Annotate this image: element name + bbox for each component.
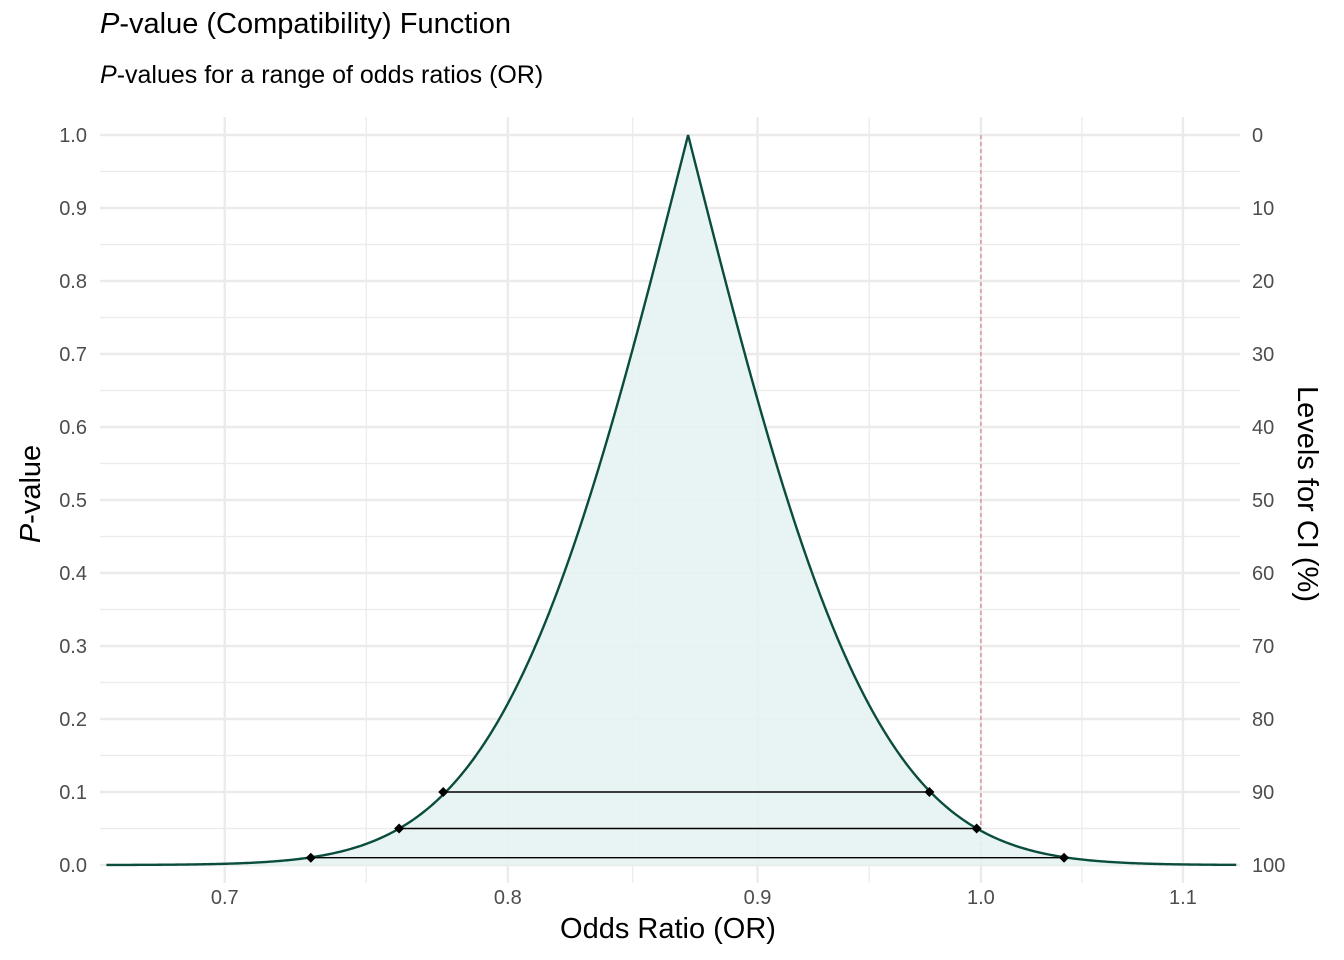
y-tick-label: 0.9: [59, 198, 87, 220]
y2-tick-label: 60: [1252, 563, 1274, 585]
ci-90-upper-point: [924, 787, 935, 797]
y-axis-label: P-value: [15, 445, 47, 543]
y2-tick-label: 90: [1252, 782, 1274, 804]
y2-tick-label: 80: [1252, 709, 1274, 731]
y2-tick-label: 70: [1252, 636, 1274, 658]
chart-title: P-value (Compatibility) Function: [100, 8, 511, 40]
y-tick-label: 0.0: [59, 855, 87, 877]
y2-tick-label: 0: [1252, 125, 1263, 147]
y-tick-label: 0.3: [59, 636, 87, 658]
y2-tick-label: 20: [1252, 271, 1274, 293]
y2-axis-label: Levels for CI (%): [1291, 386, 1323, 602]
y-tick-label: 0.5: [59, 490, 87, 512]
y2-tick-label: 40: [1252, 417, 1274, 439]
y-tick-label: 0.2: [59, 709, 87, 731]
x-tick-label: 1.1: [1169, 887, 1197, 909]
curve-area: [106, 135, 1237, 865]
ci-95-lower-point: [394, 823, 405, 834]
y-tick-label: 0.1: [59, 782, 87, 804]
ci-99-lower-point: [305, 852, 316, 863]
ci-90-lower-point: [438, 787, 449, 797]
y2-tick-label: 10: [1252, 198, 1274, 220]
x-tick-label: 0.7: [211, 887, 239, 909]
x-axis-label: Odds Ratio (OR): [560, 913, 776, 945]
ci-99-upper-point: [1059, 852, 1070, 863]
y-tick-label: 0.4: [59, 563, 87, 585]
curve-group: [106, 134, 1237, 867]
y2-tick-label: 50: [1252, 490, 1274, 512]
pvalue-curve: [106, 134, 1237, 867]
y-tick-label: 0.7: [59, 344, 87, 366]
y-tick-label: 0.6: [59, 417, 87, 439]
y2-tick-label: 30: [1252, 344, 1274, 366]
x-tick-label: 1.0: [967, 887, 995, 909]
x-tick-label: 0.8: [494, 887, 522, 909]
y2-tick-label: 100: [1252, 855, 1285, 877]
confidence-intervals: [305, 787, 1070, 863]
y-tick-label: 0.8: [59, 271, 87, 293]
x-tick-label: 0.9: [744, 887, 772, 909]
ci-95-upper-point: [971, 823, 982, 834]
chart-subtitle: P-values for a range of odds ratios (OR): [100, 61, 544, 89]
y-tick-label: 1.0: [59, 125, 87, 147]
